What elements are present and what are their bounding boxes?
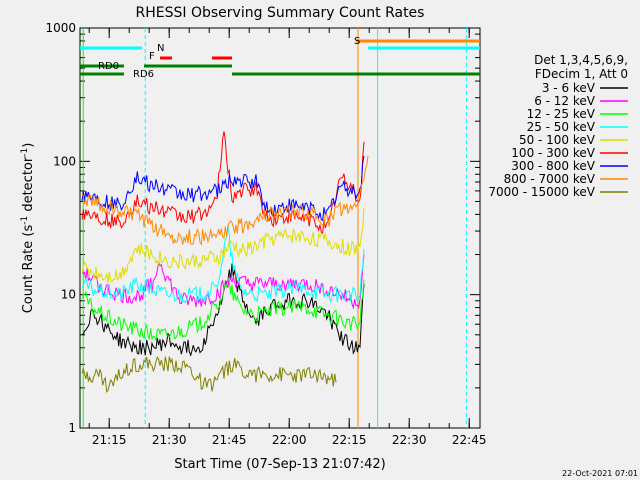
y-axis-label-end: ) <box>21 143 36 148</box>
chart-title: RHESSI Observing Summary Count Rates <box>136 5 425 21</box>
x-tick-label-22-15: 22:15 <box>332 433 367 447</box>
flag-label-f: F <box>149 51 155 62</box>
legend-label-800-7000-kev: 800 - 7000 keV <box>504 172 596 186</box>
flag-label-s: S <box>354 36 360 47</box>
series-line-800-7000-kev <box>81 155 369 246</box>
y-axis-label-main: Count Rate (s <box>21 225 36 314</box>
x-tick-label-22-00: 22:00 <box>272 433 307 447</box>
y-tick-label-10: 10 <box>61 288 76 302</box>
flag-label-rd6: RD6 <box>133 69 154 80</box>
legend-label-7000-15000-kev: 7000 - 15000 keV <box>488 185 595 199</box>
plot-area: 1 10 100 1000 21:15 21:30 21:45 22:00 22:15 22:30… <box>45 21 486 447</box>
y-axis-label-mid: detector <box>21 156 36 216</box>
x-tick-label-21-15: 21:15 <box>92 433 127 447</box>
series-line-12-25-kev <box>81 277 365 341</box>
flag-label-n: N <box>157 43 164 54</box>
legend-label-50-100-kev: 50 - 100 keV <box>519 133 596 147</box>
plot-frame <box>79 27 481 429</box>
series-line-25-50-kev <box>81 225 365 304</box>
x-tick-label-22-30: 22:30 <box>392 433 427 447</box>
legend-label-6-12-kev: 6 - 12 keV <box>534 94 596 108</box>
y-axis-label-sup1: -1 <box>20 216 30 225</box>
footer-date: 22-Oct-2021 07:01 <box>562 469 638 478</box>
x-tick-label-21-30: 21:30 <box>152 433 187 447</box>
legend-label-300-800-kev: 300 - 800 keV <box>511 159 595 173</box>
legend-header-line-2: FDecim 1, Att 0 <box>535 67 628 81</box>
series-line-300-800-kev <box>81 155 365 221</box>
flag-label-rd0: RD0 <box>98 61 119 72</box>
series-line-7000-15000-kev <box>81 355 337 393</box>
y-tick-label-1000: 1000 <box>45 21 76 35</box>
y-tick-label-1: 1 <box>68 421 76 435</box>
y-axis-label: Count Rate (s-1 detector-1) <box>20 143 36 314</box>
y-tick-label-100: 100 <box>53 154 76 168</box>
legend-label-12-25-kev: 12 - 25 keV <box>527 107 596 121</box>
series-line-50-100-kev <box>81 207 365 283</box>
legend-label-25-50-kev: 25 - 50 keV <box>527 120 596 134</box>
x-tick-label-22-45: 22:45 <box>452 433 487 447</box>
x-tick-label-21-45: 21:45 <box>212 433 247 447</box>
legend-label-100-300-kev: 100 - 300 keV <box>511 146 595 160</box>
legend-label-3-6-kev: 3 - 6 keV <box>542 81 596 95</box>
series-line-6-12-kev <box>81 254 365 310</box>
x-axis-label: Start Time (07-Sep-13 21:07:42) <box>174 457 385 472</box>
legend: Det 1,3,4,5,6,9, FDecim 1, Att 0 3 - 6 k… <box>488 53 628 199</box>
legend-header-line-1: Det 1,3,4,5,6,9, <box>534 53 628 67</box>
y-axis-label-sup2: -1 <box>20 148 30 157</box>
